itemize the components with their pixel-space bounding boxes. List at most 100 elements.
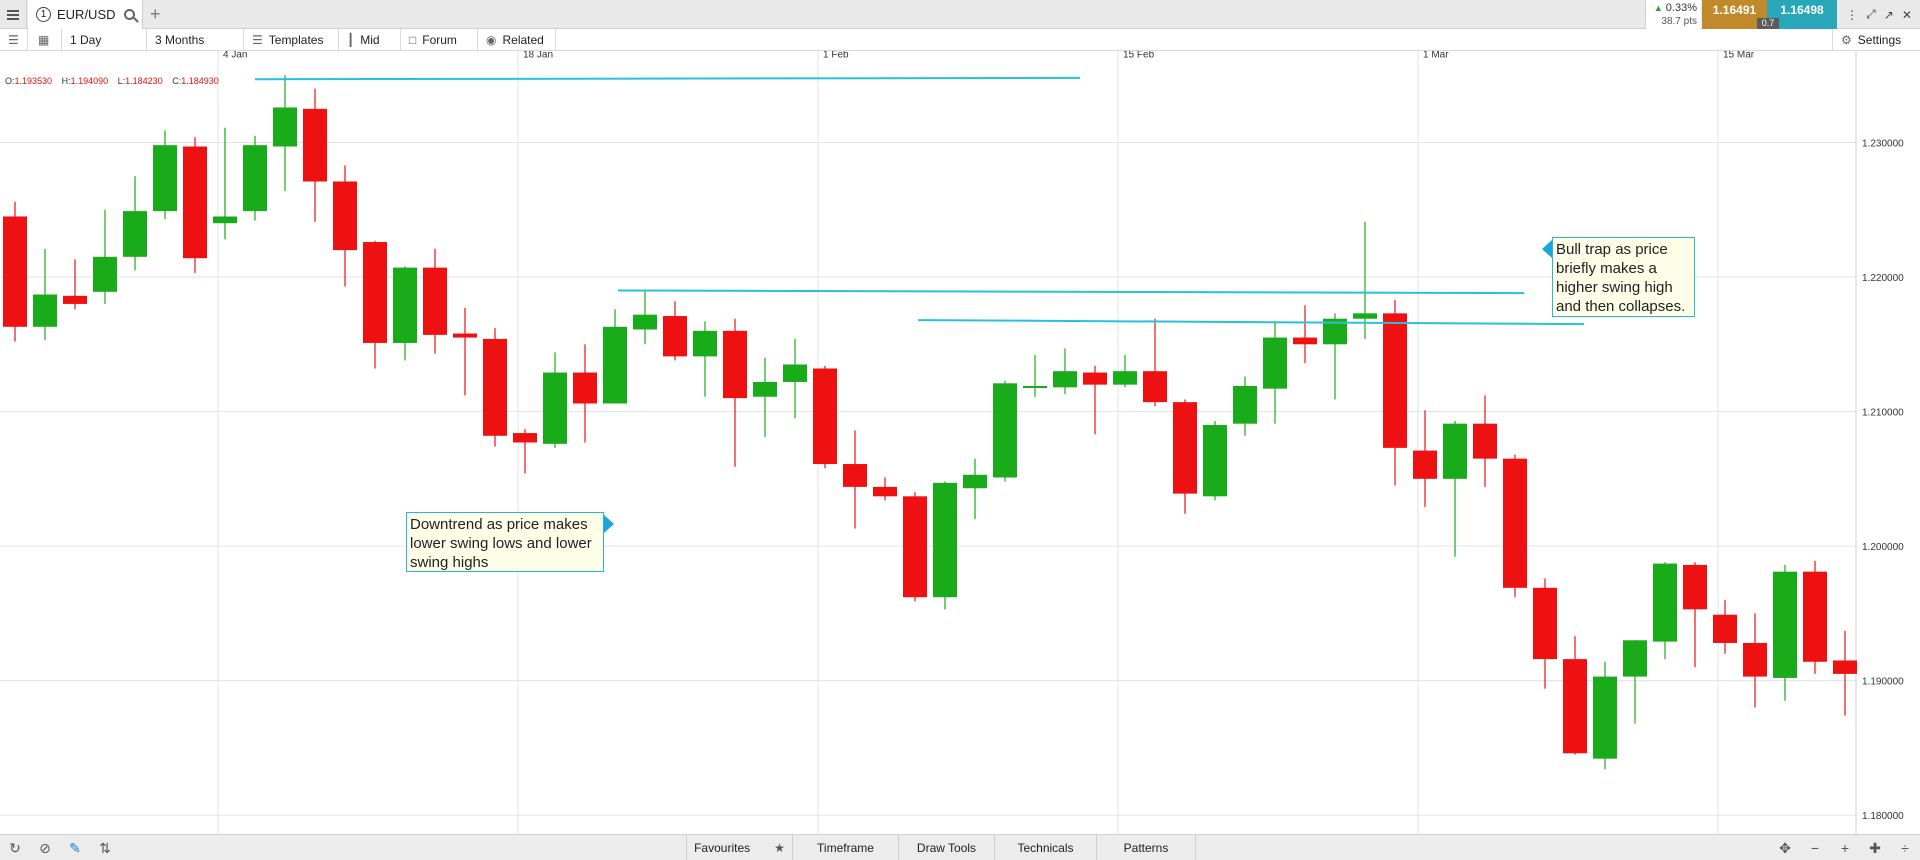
candle-down <box>453 333 477 338</box>
chart-toolbar: ☰ ▦ 1 Day 3 Months ☰ Templates ┃ Mid □ Foru… <box>0 29 1920 51</box>
candle-down <box>483 338 507 436</box>
refresh-icon[interactable]: ↻ <box>9 839 21 856</box>
change-percent: 0.33% <box>1665 2 1697 14</box>
candle-down <box>1803 571 1827 662</box>
candle-up <box>933 482 957 598</box>
list-icon: ☰ <box>8 32 19 47</box>
candle-down <box>1503 458 1527 588</box>
open-label: O: <box>5 76 15 86</box>
candle-down <box>1563 659 1587 754</box>
interval-select[interactable]: 1 Day <box>62 29 147 50</box>
x-tick-label: 1 Mar <box>1423 51 1449 60</box>
menu-button[interactable] <box>0 0 27 29</box>
magnet-icon[interactable]: ⇅ <box>99 839 111 856</box>
candle-up <box>753 381 777 397</box>
add-tab-button[interactable]: + <box>150 4 161 24</box>
candle-up <box>693 330 717 357</box>
candle-down <box>303 108 327 182</box>
candle-down <box>183 146 207 259</box>
search-icon[interactable] <box>123 9 135 20</box>
close-label: C: <box>172 76 182 86</box>
trendline <box>254 76 1081 81</box>
candle-down <box>1533 587 1557 660</box>
high-label: H: <box>61 76 71 86</box>
candle-up <box>33 294 57 327</box>
candle-up <box>1203 425 1227 497</box>
candle-up <box>963 474 987 489</box>
window-controls: ⋮ ⤢ ↗ ✕ <box>1838 0 1920 29</box>
technicals-tab[interactable]: Technicals <box>994 835 1096 860</box>
x-tick-label: 15 Feb <box>1123 51 1155 60</box>
tab-eurusd[interactable]: 1 EUR/USD <box>28 0 143 29</box>
chat-icon: □ <box>409 32 417 47</box>
price-change: ▲ 0.33% 38.7 pts <box>1645 0 1701 29</box>
candle-down <box>903 496 927 598</box>
popout-icon[interactable]: ↗ <box>1883 7 1894 22</box>
candle-up <box>1233 385 1257 424</box>
candle-up <box>1113 371 1137 385</box>
candle-down <box>3 216 27 327</box>
pencil-icon[interactable]: ✎ <box>69 839 81 856</box>
templates-icon: ☰ <box>252 32 263 47</box>
candle-up <box>1263 337 1287 389</box>
high-value: 1.194090 <box>70 76 109 86</box>
settings-button[interactable]: ⚙ Settings <box>1832 29 1920 50</box>
price-type-button[interactable]: ┃ Mid <box>339 29 401 50</box>
fit-icon[interactable]: ÷ <box>1901 840 1909 856</box>
favourites-tab[interactable]: Favourites ★ <box>686 835 792 860</box>
forum-button[interactable]: □ Forum <box>401 29 478 50</box>
patterns-tab[interactable]: Patterns <box>1096 835 1196 860</box>
low-value: 1.184230 <box>125 76 163 86</box>
sell-price-button[interactable]: 1.16491 <box>1702 0 1767 29</box>
layout-button[interactable]: ▦ <box>28 29 62 50</box>
candle-up <box>243 145 267 212</box>
candle-up <box>213 216 237 224</box>
candle-up <box>1593 676 1617 759</box>
related-button[interactable]: ◉ Related <box>478 29 556 50</box>
bull-trap-annotation[interactable]: Bull trap as price briefly makes a highe… <box>1542 237 1695 317</box>
y-tick-label: 1.190000 <box>1862 677 1904 688</box>
grip-icon: ⋮ <box>1846 7 1859 22</box>
move-icon[interactable]: ✥ <box>1779 839 1791 856</box>
candle-up <box>993 383 1017 478</box>
hamburger-icon <box>7 13 19 16</box>
candlestick-chart[interactable]: 1.230000 1.220000 1.210000 1.200000 1.190000… <box>0 51 1920 834</box>
crosshair-icon[interactable]: ✚ <box>1869 839 1881 856</box>
x-tick-label: 15 Mar <box>1723 51 1755 60</box>
candle-up <box>93 256 117 292</box>
trendline <box>917 319 1585 326</box>
candle-up <box>1023 385 1047 388</box>
candle-up <box>393 267 417 343</box>
close-icon[interactable]: ✕ <box>1901 7 1912 22</box>
timeframe-tab[interactable]: Timeframe <box>792 835 898 860</box>
chart-area[interactable]: 1.230000 1.220000 1.210000 1.200000 1.190000… <box>0 51 1920 834</box>
candle-up <box>543 372 567 444</box>
settings-label: Settings <box>1857 32 1902 47</box>
candle-up <box>273 107 297 147</box>
symbol-label: EUR/USD <box>57 7 116 22</box>
candle-down <box>873 486 897 497</box>
no-entry-icon[interactable]: ⊘ <box>39 839 51 856</box>
y-tick-label: 1.210000 <box>1862 408 1904 419</box>
minimize-icon[interactable]: ⤢ <box>1866 7 1876 21</box>
candle-up <box>603 326 627 404</box>
spread-badge: 0.7 <box>1757 18 1779 29</box>
candle-icon: ┃ <box>347 32 355 47</box>
x-tick-label: 1 Feb <box>823 51 849 60</box>
templates-button[interactable]: ☰ Templates <box>244 29 339 50</box>
list-view-button[interactable]: ☰ <box>0 29 28 50</box>
close-value: 1.184930 <box>181 76 219 86</box>
zoom-out-icon[interactable]: − <box>1810 840 1820 856</box>
draw-tools-tab[interactable]: Draw Tools <box>898 835 994 860</box>
y-tick-label: 1.200000 <box>1862 542 1904 553</box>
candle-down <box>1473 423 1497 459</box>
zoom-in-icon[interactable]: + <box>1840 840 1850 856</box>
tab-bar: 1 EUR/USD + ▲ 0.33% 38.7 pts 1.16491 1.1… <box>0 0 1920 29</box>
candle-down <box>843 464 867 487</box>
candle-up <box>123 211 147 257</box>
downtrend-annotation[interactable]: Downtrend as price makes lower swing low… <box>406 512 614 572</box>
candle-down <box>1293 337 1317 345</box>
range-select[interactable]: 3 Months <box>147 29 244 50</box>
eye-icon: ◉ <box>486 32 497 47</box>
y-tick-label: 1.220000 <box>1862 273 1904 284</box>
